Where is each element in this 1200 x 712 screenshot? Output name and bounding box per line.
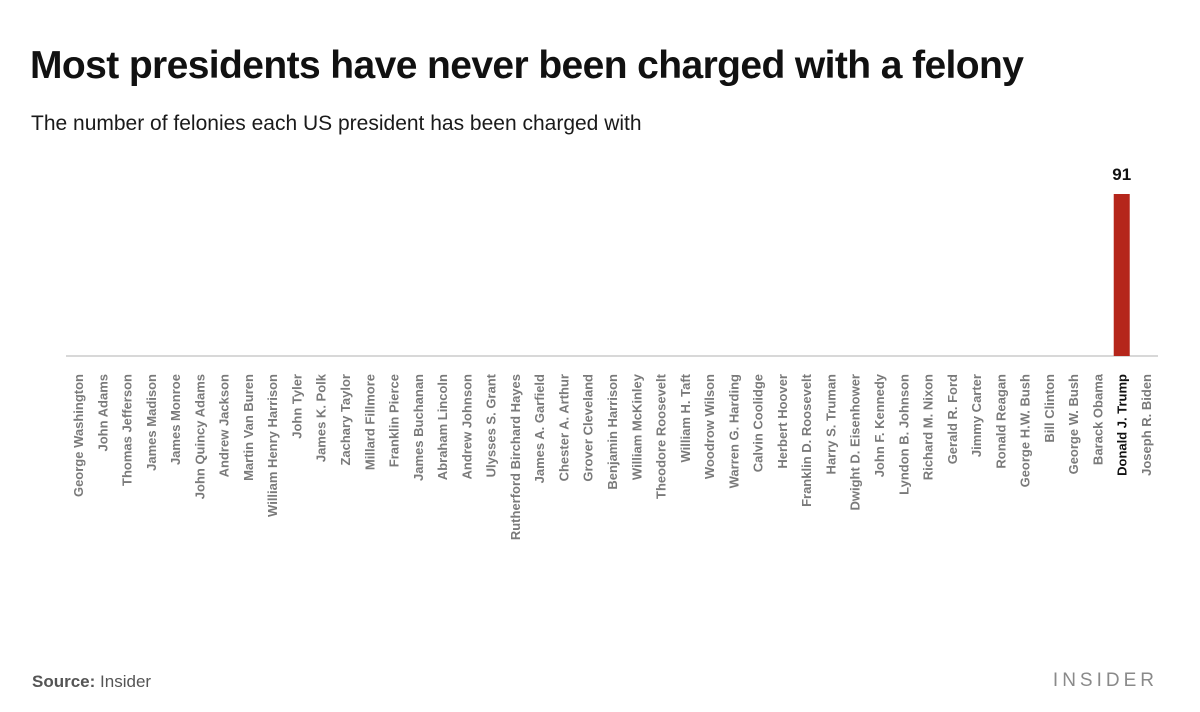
x-tick-label: Ronald Reagan bbox=[993, 374, 1008, 469]
x-tick-label: Joseph R. Biden bbox=[1139, 374, 1154, 476]
x-tick-label: John F. Kennedy bbox=[872, 373, 887, 477]
x-tick-label: Rutherford Birchard Hayes bbox=[508, 374, 523, 540]
x-tick-label: Chester A. Arthur bbox=[556, 374, 571, 481]
x-tick-label: Thomas Jefferson bbox=[120, 374, 135, 486]
chart-title: Most presidents have never been charged … bbox=[30, 44, 1024, 87]
x-tick-label: James Buchanan bbox=[411, 374, 426, 481]
source-note: Source: Insider bbox=[32, 672, 151, 692]
x-tick-label: Benjamin Harrison bbox=[605, 374, 620, 490]
x-tick-label: George W. Bush bbox=[1066, 374, 1081, 474]
x-tick-label: Andrew Jackson bbox=[217, 374, 232, 477]
x-tick-label: Dwight D. Eisenhower bbox=[848, 374, 863, 511]
x-tick-label: James K. Polk bbox=[314, 373, 329, 462]
x-tick-label: Martin Van Buren bbox=[241, 374, 256, 481]
x-tick-label: Grover Cleveland bbox=[581, 374, 596, 482]
x-tick-label: Zachary Taylor bbox=[338, 374, 353, 466]
x-tick-label: Richard M. Nixon bbox=[921, 374, 936, 480]
x-tick-label: James Monroe bbox=[168, 374, 183, 465]
source-value: Insider bbox=[100, 672, 152, 691]
chart-subtitle: The number of felonies each US president… bbox=[31, 112, 642, 135]
x-tick-label: John Adams bbox=[95, 374, 110, 452]
source-label: Source: bbox=[32, 672, 96, 691]
x-tick-label: Franklin Pierce bbox=[387, 374, 402, 467]
x-tick-label: Ulysses S. Grant bbox=[484, 373, 499, 477]
insider-logo: INSIDER bbox=[1052, 670, 1158, 691]
x-tick-label: Abraham Lincoln bbox=[435, 374, 450, 480]
x-tick-label: Donald J. Trump bbox=[1115, 374, 1130, 476]
x-tick-label: Jimmy Carter bbox=[969, 374, 984, 457]
x-tick-label: Woodrow Wilson bbox=[702, 374, 717, 479]
data-label: 91 bbox=[1112, 165, 1131, 184]
x-tick-label: James Madison bbox=[144, 374, 159, 471]
x-tick-label: Gerald R. Ford bbox=[945, 374, 960, 464]
x-tick-label: Barack Obama bbox=[1090, 373, 1105, 465]
x-tick-label: Theodore Roosevelt bbox=[654, 373, 669, 499]
x-tick-label: George H.W. Bush bbox=[1018, 374, 1033, 487]
bar bbox=[1113, 194, 1130, 356]
x-tick-label: Harry S. Truman bbox=[823, 374, 838, 474]
x-tick-label: William H. Taft bbox=[678, 373, 693, 462]
x-tick-label: Andrew Johnson bbox=[459, 374, 474, 480]
x-tick-label: Herbert Hoover bbox=[775, 374, 790, 469]
x-tick-label: John Quincy Adams bbox=[192, 374, 207, 499]
x-tick-label: James A. Garfield bbox=[532, 374, 547, 483]
x-tick-label: Millard Fillmore bbox=[362, 374, 377, 470]
x-tick-label: Warren G. Harding bbox=[726, 374, 741, 488]
x-tick-label: Calvin Coolidge bbox=[751, 374, 766, 472]
x-tick-label: Bill Clinton bbox=[1042, 374, 1057, 443]
x-tick-label: George Washington bbox=[71, 374, 86, 497]
x-tick-label: Lyndon B. Johnson bbox=[896, 374, 911, 495]
x-tick-label: William Henry Harrison bbox=[265, 374, 280, 517]
x-tick-label: Franklin D. Roosevelt bbox=[799, 373, 814, 507]
x-tick-label: John Tyler bbox=[289, 374, 304, 439]
x-tick-label: William McKinley bbox=[629, 373, 644, 480]
